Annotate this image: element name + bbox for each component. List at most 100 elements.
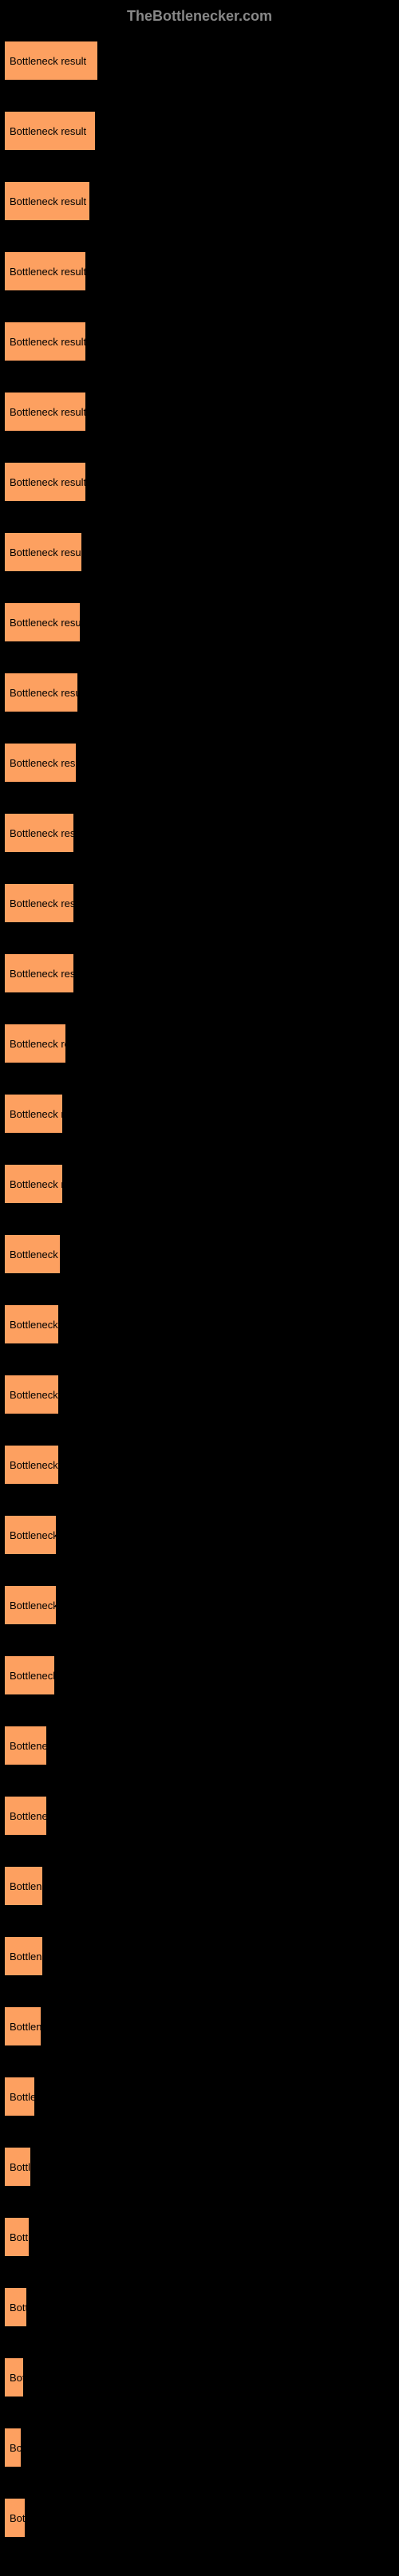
bar-label: Bottleneck result xyxy=(10,2512,26,2524)
bar-row: Bottleneck result39 xyxy=(4,602,395,642)
bar-label: Bottleneck result xyxy=(10,617,81,629)
bar-value: 9 xyxy=(25,2442,30,2454)
bar: Bottleneck result xyxy=(4,1024,66,1063)
bar-label: Bottleneck result xyxy=(10,968,74,980)
bar-row: Bottleneck result 19 xyxy=(4,2006,395,2046)
bar-label: Bottleneck result xyxy=(10,2372,24,2384)
bar-value: 28 xyxy=(62,1459,73,1471)
bar-row: Bottleneck result16 xyxy=(4,2077,395,2116)
bar: Bottleneck result xyxy=(4,462,86,502)
bar: Bottleneck result xyxy=(4,1866,43,1906)
bar: Bottleneck result xyxy=(4,111,96,151)
bar: Bottleneck result xyxy=(4,1655,55,1695)
bar-row: Bottleneck result20 xyxy=(4,1936,395,1976)
bar-value: 14 xyxy=(34,2161,45,2173)
bar: Bottleneck result xyxy=(4,1726,47,1765)
bar-value: 12 xyxy=(30,2302,41,2314)
bar-label: Bottleneck result xyxy=(10,2231,30,2243)
bar-value: 42 xyxy=(89,336,101,348)
bar: Bottleneck result xyxy=(4,2498,26,2538)
bar-value: 19 xyxy=(45,2021,56,2033)
bar-value: 48 xyxy=(101,55,113,67)
bar: Bottleneck result xyxy=(4,602,81,642)
bar-row: Bottleneck result30 xyxy=(4,1094,395,1134)
bar: Bottleneck result xyxy=(4,2357,24,2397)
bar-value: 10 xyxy=(27,2372,38,2384)
bar-label: Bottleneck result xyxy=(10,1178,63,1190)
bar-label: Bottleneck result xyxy=(10,2091,35,2103)
bar-label: Bottleneck result xyxy=(10,2021,41,2033)
bar-label: Bottleneck result xyxy=(10,195,86,207)
bar-label: Bottleneck result xyxy=(10,55,86,67)
bar-row: Bottleneck result38 xyxy=(4,673,395,712)
bar-value: 42 xyxy=(89,406,101,418)
bar: Bottleneck result xyxy=(4,322,86,361)
bar: Bottleneck result xyxy=(4,41,98,81)
bar-value: 28 xyxy=(62,1389,73,1401)
bar-row: Bottleneck result28 xyxy=(4,1445,395,1485)
bar-row: Bottleneck result22 xyxy=(4,1796,395,1836)
bar-label: Bottleneck result xyxy=(10,2302,27,2314)
bar-label: Bottleneck result xyxy=(10,476,86,488)
bar-value: 29 xyxy=(64,1249,75,1260)
bar-row: Bottleneck result37 xyxy=(4,743,395,783)
bar-label: Bottleneck result xyxy=(10,1319,59,1331)
bar: Bottleneck result xyxy=(4,953,74,993)
bar-row: Bottleneck result32 xyxy=(4,1024,395,1063)
bar-label: Bottleneck result xyxy=(10,1108,63,1120)
bar-row: Bottleneck result42 xyxy=(4,322,395,361)
bar: Bottleneck result xyxy=(4,2147,31,2187)
bar-row: Bottleneck result30 xyxy=(4,1164,395,1204)
bar-value: 16 xyxy=(38,2091,49,2103)
bar-row: Bottleneck result27 xyxy=(4,1585,395,1625)
bar-row: Bottleneck result42 xyxy=(4,251,395,291)
bottleneck-chart: Bottleneck result48Bottleneck result47Bo… xyxy=(0,41,399,2538)
bar-value: 20 xyxy=(46,1951,57,1963)
bar-row: Bottleneck result14 xyxy=(4,2147,395,2187)
bar-label: Bottleneck result xyxy=(10,2161,31,2173)
bar-value: 30 xyxy=(66,1178,77,1190)
bar-label: Bottleneck result xyxy=(10,1740,47,1752)
bar-value: 42 xyxy=(89,476,101,488)
bar-row: Bottleneck result36 xyxy=(4,813,395,853)
bar-value: 44 xyxy=(93,195,105,207)
bar-row: Bottleneck result28 xyxy=(4,1304,395,1344)
bar: Bottleneck result xyxy=(4,1094,63,1134)
bar-value: 40 xyxy=(85,546,97,558)
bar-row: Bottleneck result28 xyxy=(4,1375,395,1414)
bar-value: 36 xyxy=(77,897,89,909)
bar-label: Bottleneck result xyxy=(10,1670,55,1682)
bar-label: Bottleneck result xyxy=(10,1880,43,1892)
bar: Bottleneck result xyxy=(4,1445,59,1485)
site-header: TheBottlenecker.com xyxy=(0,8,399,25)
bar-label: Bottleneck result xyxy=(10,336,86,348)
bar: Bottleneck result xyxy=(4,181,90,221)
bar-row: Bottleneck result42 xyxy=(4,392,395,432)
bar-value: 22 xyxy=(50,1810,61,1822)
bar-value: 42 xyxy=(89,266,101,278)
bar-row: Bottleneck result9 xyxy=(4,2428,395,2468)
bar: Bottleneck result xyxy=(4,251,86,291)
bar: Bottleneck result xyxy=(4,2077,35,2116)
bar: Bottleneck result xyxy=(4,813,74,853)
bar: Bottleneck result xyxy=(4,1164,63,1204)
bar: Bottleneck result xyxy=(4,1234,61,1274)
bar: Bottleneck result xyxy=(4,1936,43,1976)
bar-value: 22 xyxy=(50,1740,61,1752)
bar-row: Bottleneck result22 xyxy=(4,1726,395,1765)
bar-row: Bottleneck result36 xyxy=(4,953,395,993)
bar: Bottleneck result xyxy=(4,1515,57,1555)
bar-label: Bottleneck result xyxy=(10,546,82,558)
bar-row: Bottleneck result36 xyxy=(4,883,395,923)
bar-row: Bottleneck result10 xyxy=(4,2357,395,2397)
bar-value: 38 xyxy=(81,687,93,699)
bar-label: Bottleneck result xyxy=(10,1459,59,1471)
bar-label: Bottleneck result xyxy=(10,1951,43,1963)
bar-label: Bottleneck result xyxy=(10,406,86,418)
bar-value: 27 xyxy=(60,1600,71,1611)
bar-label: Bottleneck result xyxy=(10,757,77,769)
bar-value: 30 xyxy=(66,1108,77,1120)
bar-value: 13 xyxy=(33,2231,44,2243)
bar-row: Bottleneck result 48 xyxy=(4,41,395,81)
bar-label: Bottleneck result xyxy=(10,1249,61,1260)
